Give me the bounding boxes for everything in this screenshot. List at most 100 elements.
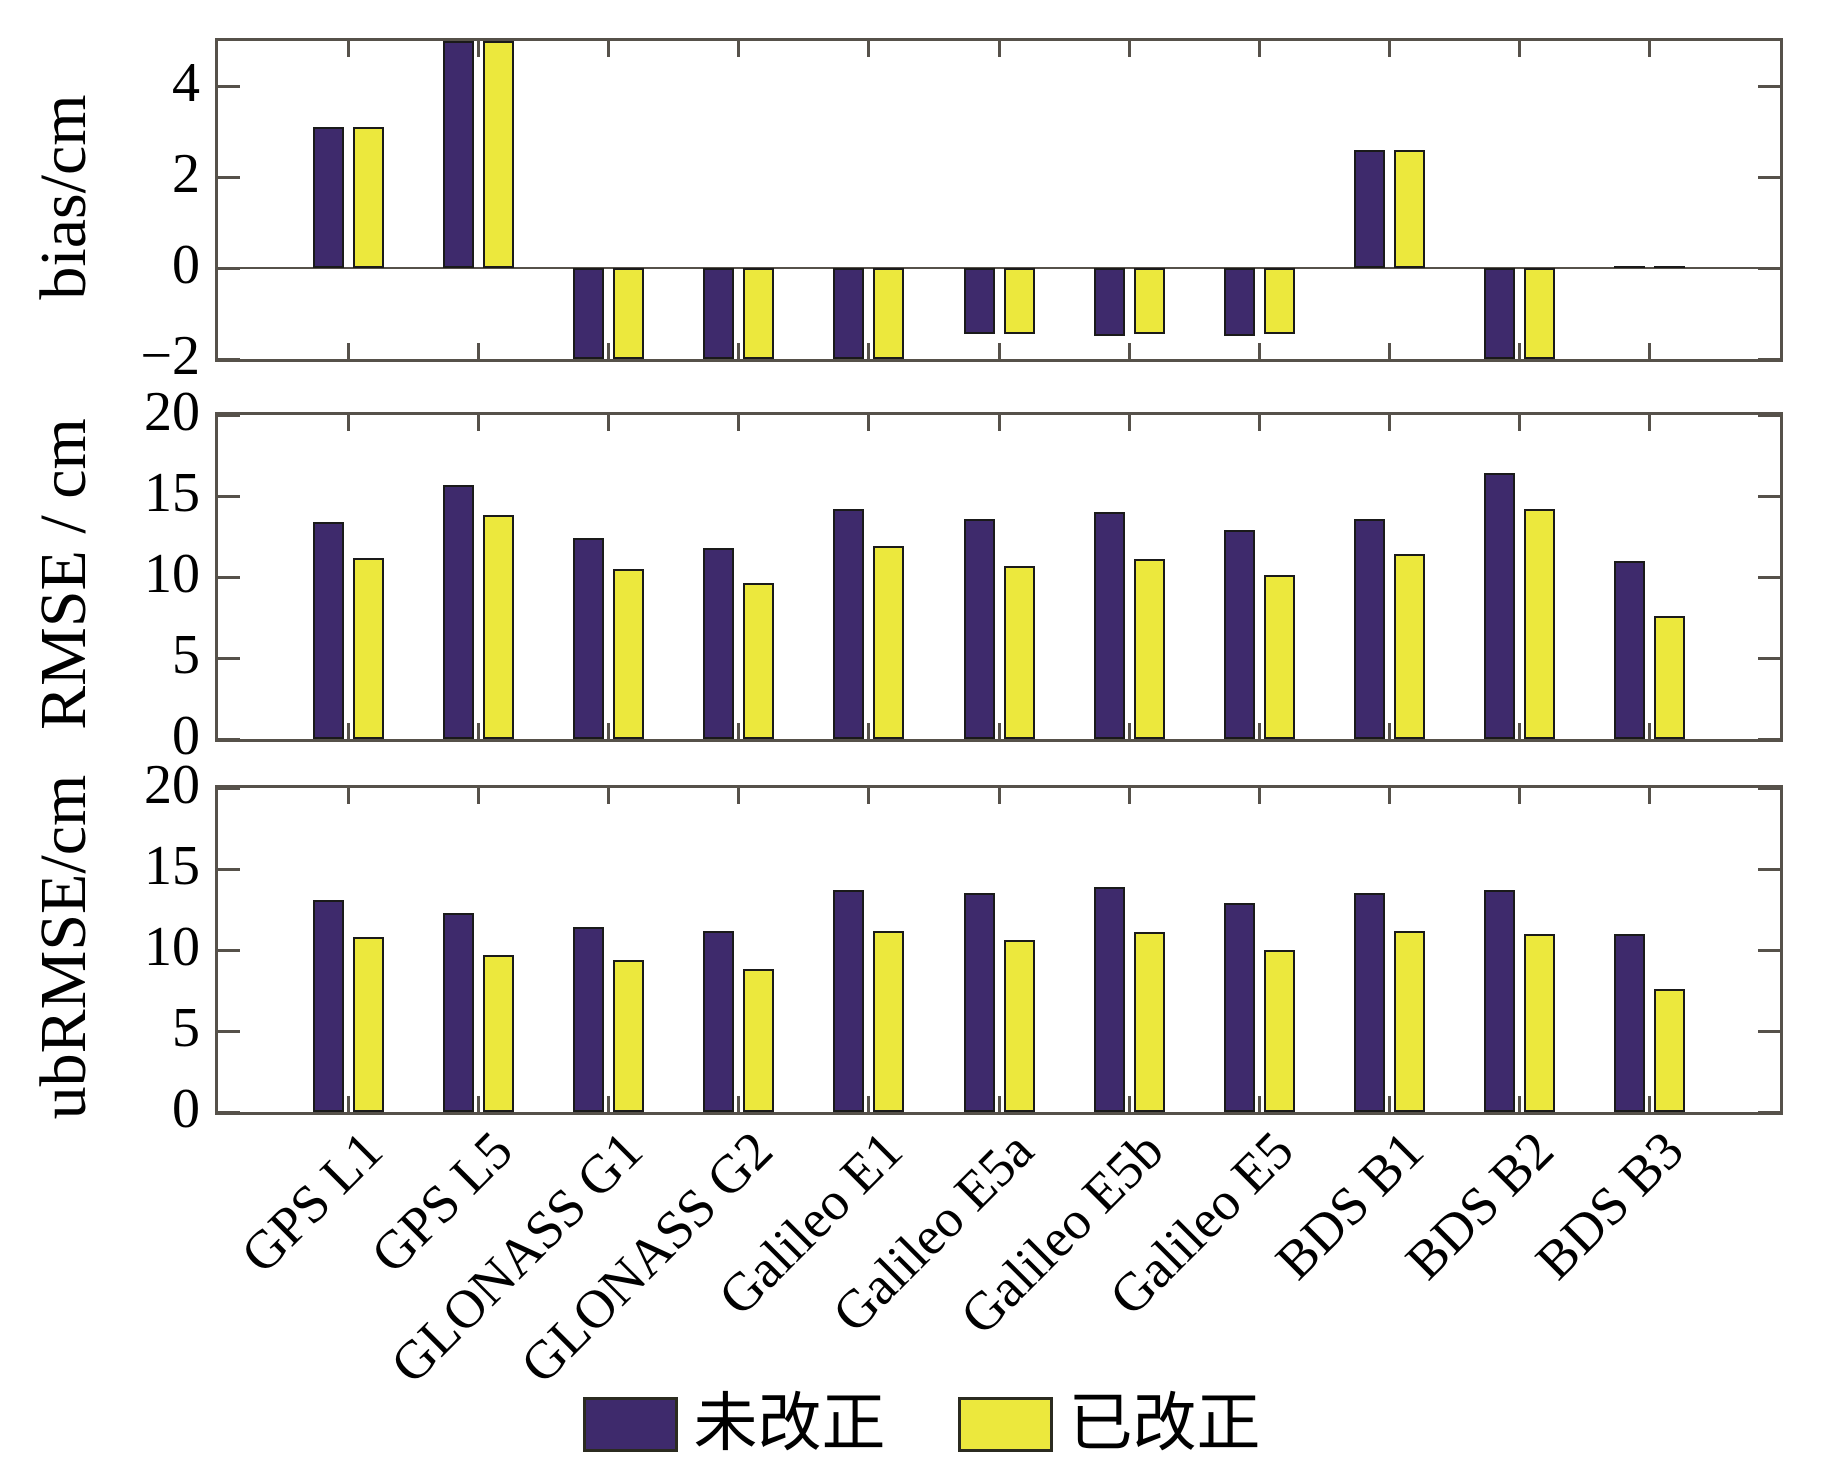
x-tick <box>1127 1096 1131 1112</box>
x-tick <box>346 41 350 57</box>
y-tick-label: 5 <box>172 624 200 686</box>
bar-corrected-BDS-B2 <box>1524 933 1556 1112</box>
bar-corrected-GPS-L1 <box>352 127 384 269</box>
y-tick <box>218 656 240 660</box>
x-tick <box>737 343 741 359</box>
x-tick <box>1648 415 1652 431</box>
y-tick <box>218 357 240 359</box>
bar-corrected-Galileo-E1 <box>873 546 905 739</box>
legend-label-corrected: 已改正 <box>1068 1388 1261 1459</box>
y-tick-label: −2 <box>140 325 200 387</box>
y-tick <box>1758 266 1780 270</box>
x-label-BDS-B1: BDS B1 <box>1263 1119 1435 1291</box>
bar-uncorrected-Galileo-E5 <box>1223 903 1255 1112</box>
bar-uncorrected-Galileo-E5a <box>963 893 995 1112</box>
x-tick <box>867 1096 871 1112</box>
x-tick <box>346 723 350 739</box>
x-tick <box>737 723 741 739</box>
x-tick <box>1388 343 1391 359</box>
y-tick <box>218 737 240 739</box>
x-tick <box>607 1096 610 1112</box>
legend-label-uncorrected: 未改正 <box>693 1388 886 1459</box>
ubrmse-panel <box>215 785 1783 1115</box>
x-tick <box>1388 1096 1391 1112</box>
x-tick <box>1127 415 1131 431</box>
x-tick <box>1127 41 1131 57</box>
x-tick <box>476 1096 480 1112</box>
bar-corrected-Galileo-E5 <box>1263 950 1295 1112</box>
x-tick <box>1648 723 1652 739</box>
x-tick <box>1388 788 1391 804</box>
x-label-BDS-B2: BDS B2 <box>1394 1119 1565 1291</box>
x-tick <box>1388 41 1391 57</box>
y-tick <box>218 948 240 952</box>
bar-corrected-GPS-L5 <box>482 41 514 269</box>
x-tick <box>1648 1096 1652 1112</box>
bar-corrected-GLONASS-G2 <box>743 268 775 359</box>
y-tick-label: 2 <box>172 143 200 206</box>
bar-corrected-Galileo-E5 <box>1263 268 1295 334</box>
legend-item-uncorrected: 未改正 <box>582 1388 886 1459</box>
x-tick <box>1127 343 1131 359</box>
x-tick <box>737 1096 741 1112</box>
bar-uncorrected-GPS-L1 <box>312 899 344 1112</box>
y-tick <box>218 867 240 871</box>
x-tick <box>1518 343 1522 359</box>
bar-corrected-Galileo-E5 <box>1263 575 1295 739</box>
x-tick <box>346 415 350 431</box>
x-tick <box>607 788 610 804</box>
bar-uncorrected-GLONASS-G2 <box>703 547 735 739</box>
y-tick <box>1758 1110 1780 1112</box>
x-tick <box>476 415 480 431</box>
x-tick <box>607 723 610 739</box>
y-tick-label: 10 <box>144 916 200 978</box>
bar-corrected-Galileo-E5b <box>1133 268 1165 334</box>
bar-corrected-GPS-L5 <box>482 515 514 739</box>
x-tick <box>346 788 350 804</box>
y-tick <box>1758 1029 1780 1033</box>
bar-corrected-Galileo-E5a <box>1003 565 1035 739</box>
bar-corrected-Galileo-E5b <box>1133 559 1165 739</box>
bar-uncorrected-Galileo-E5 <box>1223 268 1255 337</box>
bar-uncorrected-BDS-B2 <box>1484 890 1516 1112</box>
y-tick-label: 0 <box>172 705 200 767</box>
y-tick <box>1758 867 1780 871</box>
x-tick <box>1127 723 1131 739</box>
x-tick <box>346 1096 350 1112</box>
bar-uncorrected-BDS-B2 <box>1484 473 1516 739</box>
zero-line <box>218 267 1780 270</box>
bar-uncorrected-BDS-B3 <box>1614 560 1646 739</box>
bar-corrected-Galileo-E5a <box>1003 268 1035 334</box>
x-tick <box>867 788 871 804</box>
x-tick <box>737 415 741 431</box>
x-tick <box>1388 415 1391 431</box>
bar-uncorrected-Galileo-E5a <box>963 518 995 739</box>
y-tick <box>218 84 240 88</box>
legend-item-corrected: 已改正 <box>957 1388 1261 1459</box>
x-tick <box>867 723 871 739</box>
x-tick <box>997 415 1001 431</box>
bar-corrected-BDS-B3 <box>1654 988 1686 1112</box>
bar-corrected-BDS-B3 <box>1654 615 1686 739</box>
x-tick <box>1127 788 1131 804</box>
x-tick <box>867 415 871 431</box>
legend: 未改正 已改正 <box>582 1388 1261 1459</box>
x-tick <box>997 343 1001 359</box>
y-tick <box>218 788 240 790</box>
bar-corrected-GPS-L5 <box>482 954 514 1112</box>
x-tick <box>997 788 1001 804</box>
bias-panel <box>215 38 1783 362</box>
y-tick <box>1758 357 1780 359</box>
bar-corrected-BDS-B1 <box>1394 150 1425 269</box>
y-tick <box>1758 175 1780 179</box>
bar-uncorrected-Galileo-E5b <box>1093 512 1125 739</box>
x-tick <box>1257 41 1261 57</box>
x-tick <box>997 1096 1001 1112</box>
y-tick <box>218 1029 240 1033</box>
bar-uncorrected-Galileo-E5 <box>1223 530 1255 739</box>
y-tick <box>1758 737 1780 739</box>
bar-uncorrected-Galileo-E5b <box>1093 268 1125 337</box>
bar-corrected-GLONASS-G1 <box>613 568 644 739</box>
x-tick <box>1518 723 1522 739</box>
